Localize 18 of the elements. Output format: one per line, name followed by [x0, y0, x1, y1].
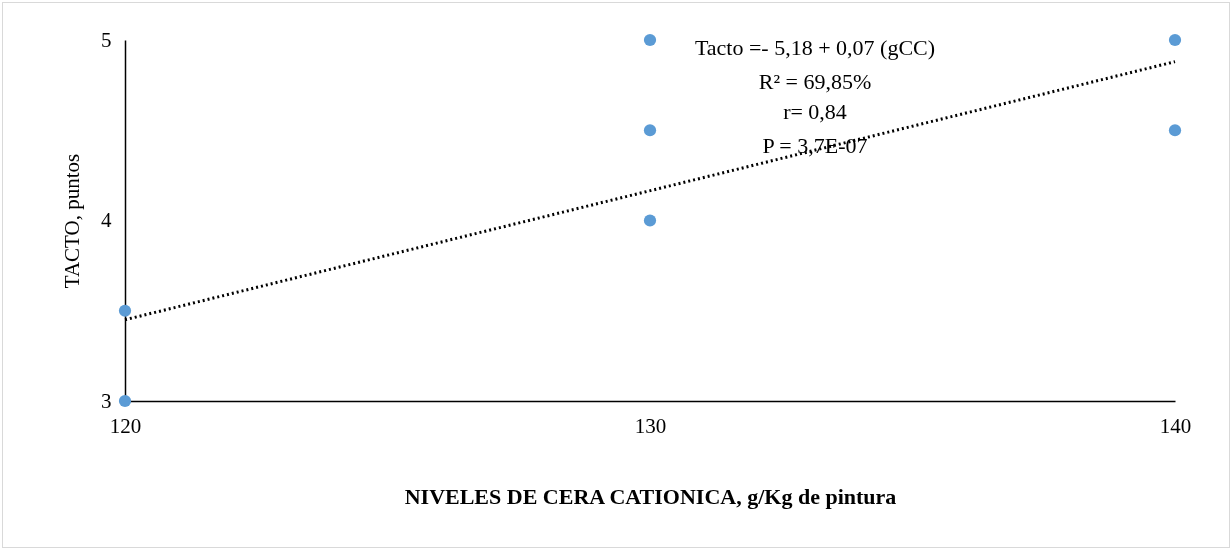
annotation: R² = 69,85% [758, 69, 872, 94]
point [643, 214, 657, 227]
y-axis-title: TACTO, puntos [60, 153, 84, 289]
y-tick-label: 3 [101, 388, 112, 413]
x-axis-title: NIVELES DE CERA CATIONICA, g/Kg de pintura [404, 483, 897, 509]
x-tick-label: 120 [109, 413, 142, 438]
x-tick-label: 140 [1159, 413, 1192, 438]
y-tick-label: 4 [101, 208, 112, 232]
y-tick-label: 5 [101, 27, 112, 52]
annotation: r= 0,84 [783, 99, 847, 124]
point [1168, 124, 1182, 137]
point [643, 33, 657, 47]
point [118, 304, 132, 317]
annotation: Tacto =- 5,18 + 0,07 (gCC) [694, 35, 936, 60]
point [1168, 33, 1182, 47]
point [643, 124, 657, 137]
point [118, 394, 132, 408]
x-tick-label: 130 [634, 413, 667, 438]
